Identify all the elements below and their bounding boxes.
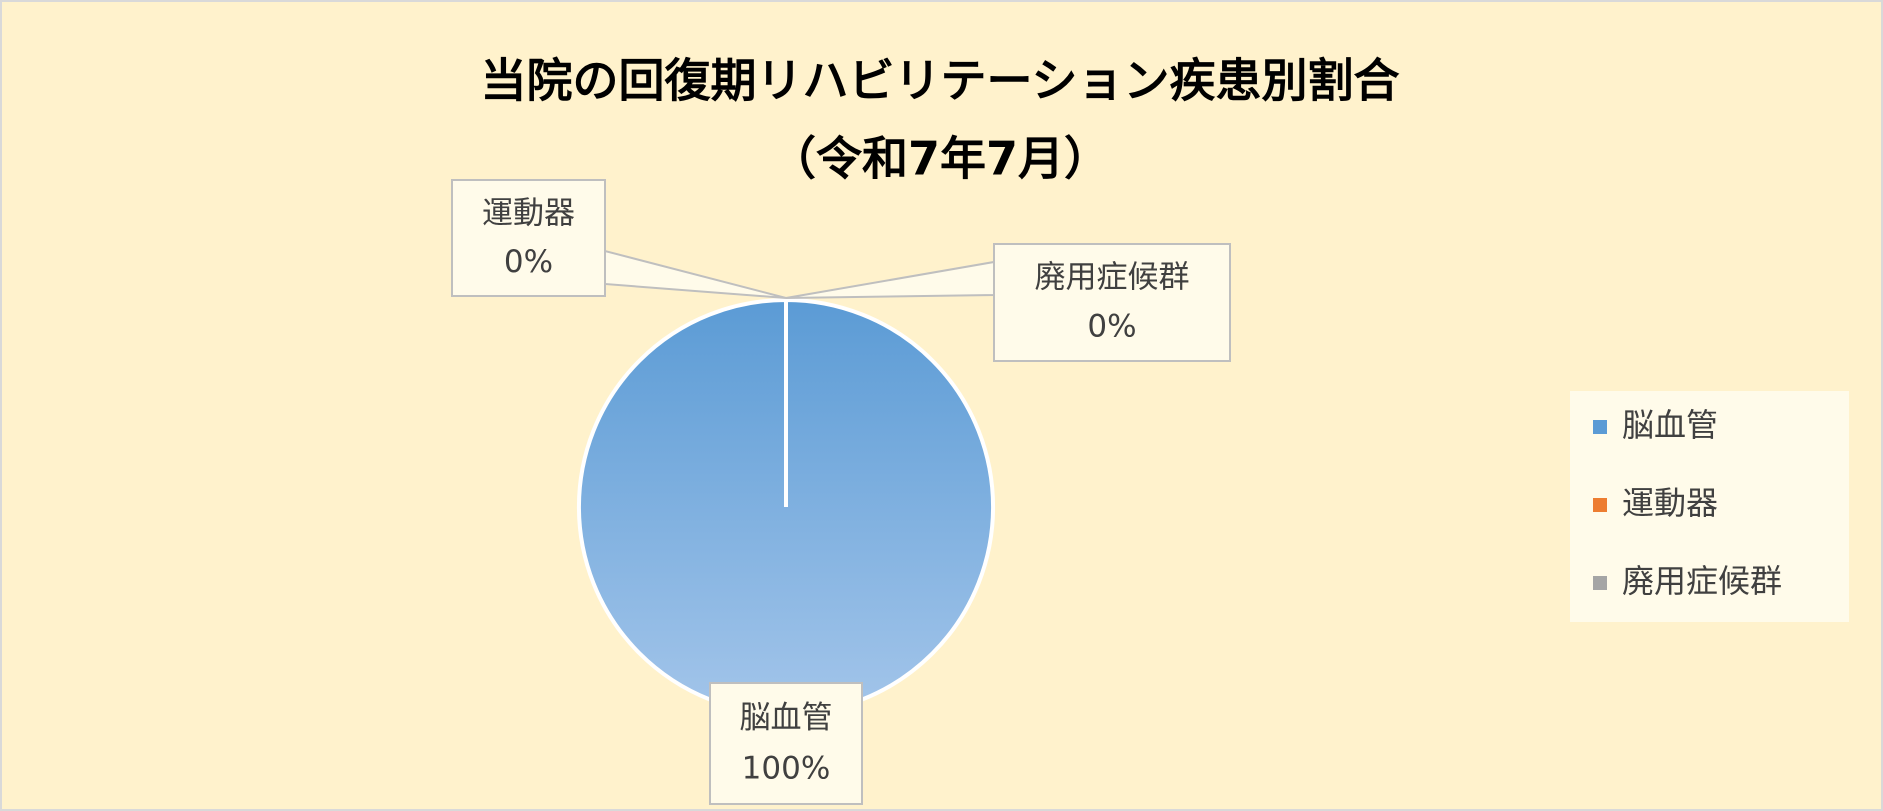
- data-label-box: [709, 682, 863, 805]
- legend-label: 脳血管: [1622, 406, 1718, 444]
- data-label-category: 運動器: [482, 195, 575, 231]
- legend-marker: [1593, 498, 1607, 512]
- legend-marker: [1593, 576, 1607, 590]
- data-label-category: 廃用症候群: [1035, 260, 1190, 296]
- data-label-value: 0%: [1087, 309, 1136, 345]
- data-label-value: 100%: [742, 751, 831, 787]
- data-label-box: [993, 243, 1231, 362]
- legend-box: [1570, 391, 1849, 622]
- data-label-value: 0%: [504, 244, 553, 280]
- chart-subtitle: （令和7年7月）: [770, 132, 1110, 186]
- legend-label: 運動器: [1622, 484, 1718, 522]
- data-label-box: [451, 179, 606, 297]
- chart-title: 当院の回復期リハビリテーション疾患別割合: [480, 54, 1399, 108]
- legend-marker: [1593, 420, 1607, 434]
- legend-label: 廃用症候群: [1622, 562, 1782, 600]
- data-label-category: 脳血管: [740, 700, 833, 736]
